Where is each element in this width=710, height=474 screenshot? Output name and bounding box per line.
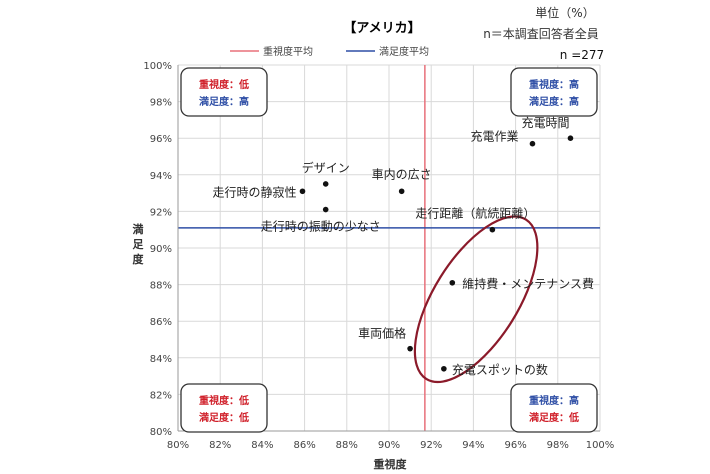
data-point-label: 走行時の静寂性 xyxy=(212,184,296,199)
y-tick-label: 98% xyxy=(150,98,172,109)
x-tick-label: 82% xyxy=(209,440,231,451)
x-tick-label: 86% xyxy=(293,440,315,451)
legend-satisfaction-label: 満足度平均 xyxy=(379,45,429,58)
data-point-label: 充電スポットの数 xyxy=(452,362,548,377)
quadrant-box-line1: 重視度：高 xyxy=(529,78,579,91)
y-tick-label: 96% xyxy=(150,134,172,145)
data-point-label: 車両価格 xyxy=(358,326,406,341)
unit-note: 単位（%） xyxy=(535,5,594,20)
highlight-ellipse-layer xyxy=(413,215,539,384)
quadrant-box-top-right xyxy=(510,67,598,117)
quadrant-box-line2: 満足度：低 xyxy=(199,411,249,424)
data-point-label: 充電作業 xyxy=(470,129,518,144)
quadrant-box-line1: 重視度：高 xyxy=(529,394,579,407)
quadrant-box-line2: 満足度：高 xyxy=(199,95,249,108)
x-axis-label: 重視度 xyxy=(374,457,408,471)
sample-note: n＝本調査回答者全員 xyxy=(483,26,599,41)
data-point xyxy=(441,365,447,372)
x-tick-label: 96% xyxy=(504,440,526,451)
y-tick-label: 88% xyxy=(150,281,172,292)
data-point xyxy=(567,135,574,141)
quadrant-box-line2: 満足度：高 xyxy=(529,95,579,108)
y-tick-label: 80% xyxy=(150,427,172,438)
data-point-label: 維持費・メンテナンス費 xyxy=(462,276,594,291)
quadrant-box-bottom-left xyxy=(180,383,268,433)
data-point xyxy=(449,279,456,286)
quadrant-box-bottom-right xyxy=(510,383,598,433)
n-label: n =277 xyxy=(560,48,604,62)
y-tick-label: 84% xyxy=(150,354,172,365)
data-point-label: 走行距離（航続距離） xyxy=(415,206,535,221)
data-point xyxy=(322,181,329,187)
x-tick-label: 94% xyxy=(462,440,484,451)
legend-importance-label: 重視度平均 xyxy=(263,45,313,58)
data-point xyxy=(322,206,329,213)
quadrant-box-line1: 重視度：低 xyxy=(199,394,249,407)
data-point-label: デザイン xyxy=(302,160,350,175)
data-point xyxy=(299,188,306,195)
x-tick-label: 80% xyxy=(167,440,189,451)
x-tick-label: 88% xyxy=(336,440,358,451)
quadrant-box-top-left xyxy=(180,67,268,117)
reference-lines xyxy=(178,65,600,431)
y-tick-label: 90% xyxy=(150,244,172,255)
x-tick-label: 98% xyxy=(547,440,569,451)
quadrant-box-line1: 重視度：低 xyxy=(199,78,249,91)
y-tick-label: 82% xyxy=(150,390,172,401)
x-tick-label: 92% xyxy=(420,440,442,451)
x-tick-label: 90% xyxy=(378,440,400,451)
data-point-label: 走行時の振動の少なさ xyxy=(261,220,381,234)
y-tick-label: 94% xyxy=(150,171,172,182)
data-point xyxy=(529,140,536,147)
y-tick-label: 92% xyxy=(150,207,172,218)
x-tick-label: 84% xyxy=(251,440,273,451)
data-point xyxy=(489,226,496,233)
y-tick-label: 100% xyxy=(143,61,172,72)
chart-title: 【アメリカ】 xyxy=(343,20,420,36)
data-point-label: 充電時間 xyxy=(521,115,569,130)
highlight-ellipse xyxy=(413,215,539,384)
data-point-label: 車内の広さ xyxy=(372,167,432,181)
quadrant-box-line2: 満足度：低 xyxy=(529,411,579,424)
x-tick-label: 100% xyxy=(586,440,615,451)
y-axis-label: 満足度 xyxy=(133,222,145,266)
data-point xyxy=(407,345,413,352)
y-tick-label: 86% xyxy=(150,317,172,328)
data-point xyxy=(398,188,405,195)
